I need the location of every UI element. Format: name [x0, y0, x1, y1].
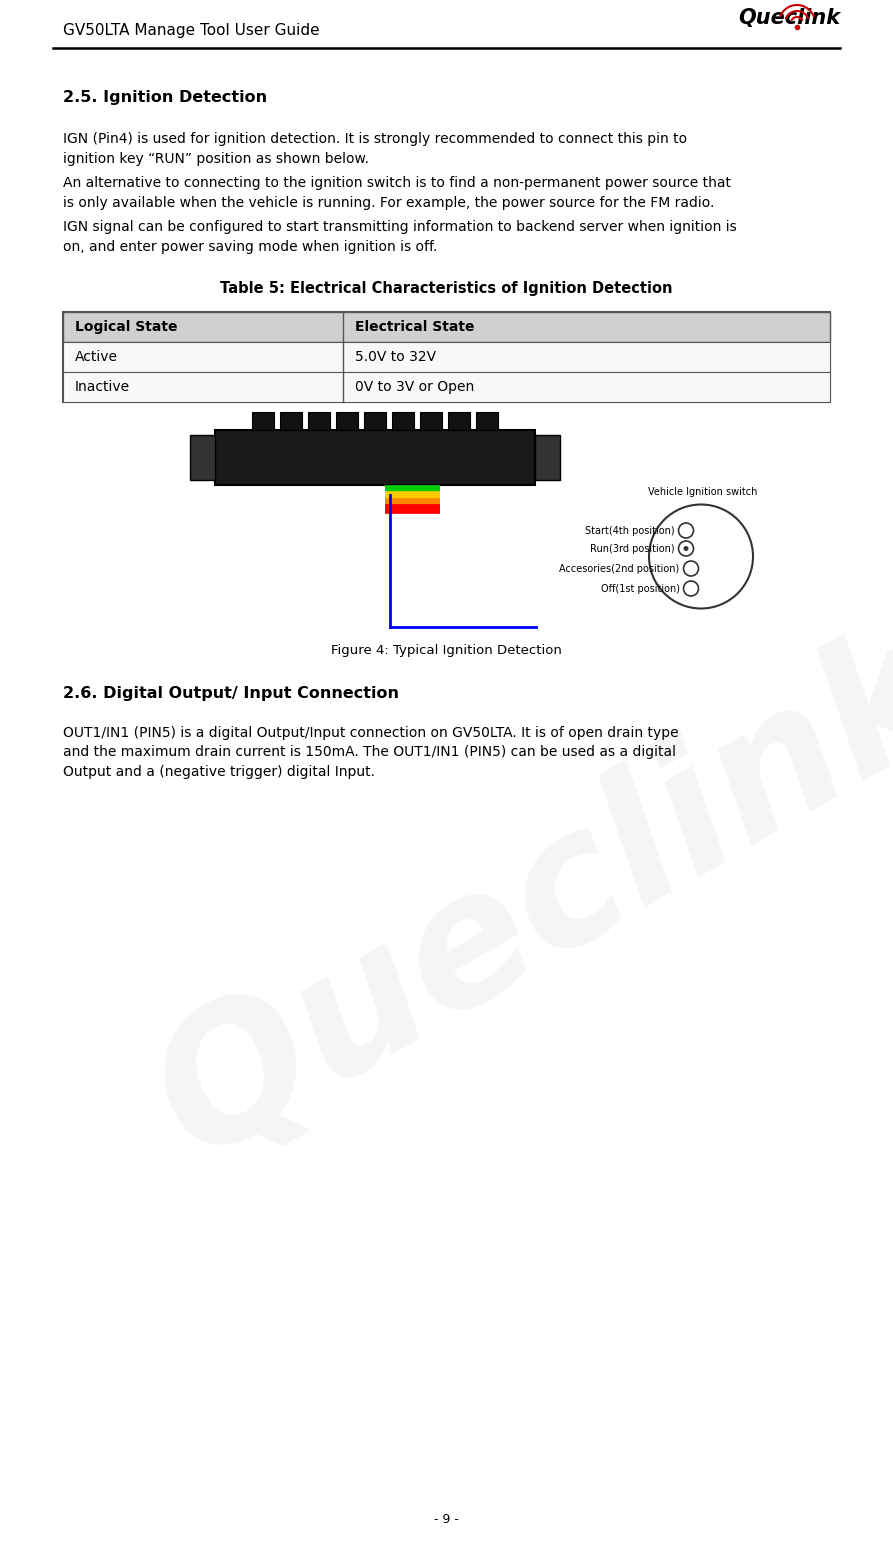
- Text: ignition key “RUN” position as shown below.: ignition key “RUN” position as shown bel…: [63, 152, 369, 166]
- Text: on, and enter power saving mode when ignition is off.: on, and enter power saving mode when ign…: [63, 240, 438, 254]
- Text: Off(1st position): Off(1st position): [600, 584, 680, 593]
- Bar: [420, 412, 442, 429]
- Text: Electrical State: Electrical State: [355, 319, 474, 333]
- Text: Vehicle Ignition switch: Vehicle Ignition switch: [648, 486, 757, 497]
- Text: Active: Active: [75, 350, 118, 364]
- Bar: [215, 429, 535, 485]
- Text: is only available when the vehicle is running. For example, the power source for: is only available when the vehicle is ru…: [63, 195, 714, 209]
- Text: Figure 4: Typical Ignition Detection: Figure 4: Typical Ignition Detection: [331, 644, 562, 656]
- Bar: [63, 311, 830, 401]
- Bar: [280, 412, 302, 429]
- Bar: [63, 372, 830, 401]
- Text: IGN (Pin4) is used for ignition detection. It is strongly recommended to connect: IGN (Pin4) is used for ignition detectio…: [63, 132, 687, 146]
- Text: Queclink: Queclink: [738, 8, 840, 28]
- Bar: [336, 412, 358, 429]
- Bar: [392, 412, 414, 429]
- Text: Inactive: Inactive: [75, 379, 130, 393]
- Circle shape: [683, 546, 689, 551]
- Text: An alternative to connecting to the ignition switch is to find a non-permanent p: An alternative to connecting to the igni…: [63, 176, 731, 190]
- Bar: [535, 435, 560, 480]
- Bar: [252, 412, 274, 429]
- Text: 2.5. Ignition Detection: 2.5. Ignition Detection: [63, 90, 267, 105]
- Bar: [308, 412, 330, 429]
- Text: 0V to 3V or Open: 0V to 3V or Open: [355, 379, 474, 393]
- Bar: [448, 412, 470, 429]
- Text: Start(4th position): Start(4th position): [585, 525, 674, 536]
- Text: Output and a (negative trigger) digital Input.: Output and a (negative trigger) digital …: [63, 765, 375, 779]
- Text: Run(3rd position): Run(3rd position): [590, 543, 674, 554]
- Text: Table 5: Electrical Characteristics of Ignition Detection: Table 5: Electrical Characteristics of I…: [221, 282, 672, 297]
- Text: Queclink: Queclink: [127, 601, 893, 1195]
- Text: 5.0V to 32V: 5.0V to 32V: [355, 350, 436, 364]
- Text: IGN signal can be configured to start transmitting information to backend server: IGN signal can be configured to start tr…: [63, 220, 737, 234]
- Text: and the maximum drain current is 150mA. The OUT1/IN1 (PIN5) can be used as a dig: and the maximum drain current is 150mA. …: [63, 745, 676, 759]
- Bar: [63, 342, 830, 372]
- Bar: [476, 412, 498, 429]
- Text: Logical State: Logical State: [75, 319, 178, 333]
- Bar: [63, 311, 830, 342]
- Text: Accesories(2nd position): Accesories(2nd position): [559, 563, 680, 573]
- Text: - 9 -: - 9 -: [434, 1512, 459, 1526]
- Bar: [364, 412, 386, 429]
- Bar: [190, 435, 215, 480]
- Text: 2.6. Digital Output/ Input Connection: 2.6. Digital Output/ Input Connection: [63, 686, 399, 701]
- Text: OUT1/IN1 (PIN5) is a digital Output/Input connection on GV50LTA. It is of open d: OUT1/IN1 (PIN5) is a digital Output/Inpu…: [63, 726, 679, 740]
- Text: GV50LTA Manage Tool User Guide: GV50LTA Manage Tool User Guide: [63, 23, 320, 39]
